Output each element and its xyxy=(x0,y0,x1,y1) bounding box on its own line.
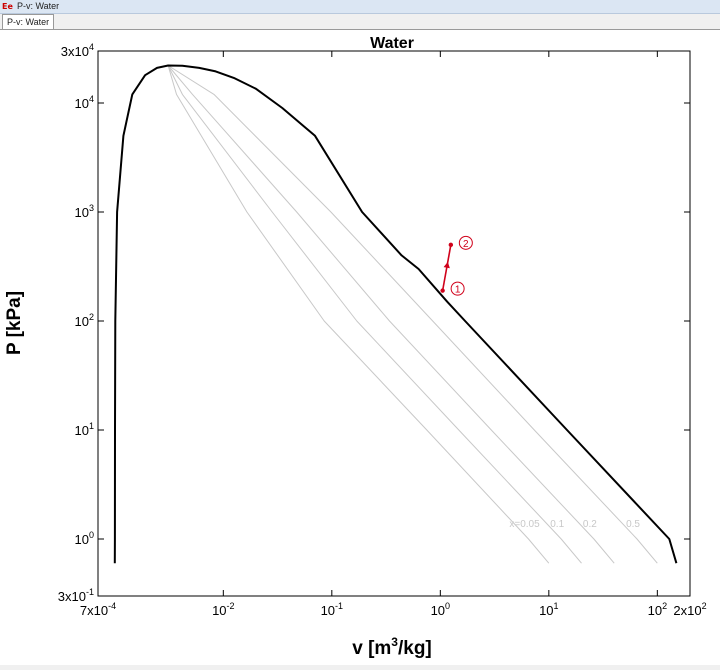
x-axis-label: v [m3/kg] xyxy=(352,635,432,659)
y-tick-label: 103 xyxy=(75,203,94,220)
y-tick-label: 3x10-1 xyxy=(58,587,94,604)
quality-label: 0.2 xyxy=(583,519,597,530)
y-tick-label: 102 xyxy=(75,312,94,329)
saturation-dome-line xyxy=(113,64,678,564)
plot-window: Water x=0.05 0.1 0.2 0.5 7x10-4 10-2 10-1 100 1… xyxy=(0,29,720,665)
x-tick-label: 100 xyxy=(431,601,450,618)
ees-app-icon: Ee xyxy=(2,2,13,11)
process-arrow xyxy=(443,261,450,269)
x-tick-label: 2x102 xyxy=(673,601,706,618)
state-label-circle xyxy=(458,235,473,250)
window-title: P-v: Water xyxy=(17,1,60,11)
quality-label: 0.1 xyxy=(550,519,564,530)
pv-chart: Water x=0.05 0.1 0.2 0.5 7x10-4 10-2 10-1 100 1… xyxy=(4,35,707,659)
plot-lines: x=0.05 0.1 0.2 0.5 xyxy=(113,64,678,564)
x-tick-label: 10-1 xyxy=(321,601,343,618)
state-point-2 xyxy=(448,242,454,248)
plot-frame xyxy=(97,50,691,597)
y-axis-label: P [kPa] xyxy=(4,291,25,355)
chart-title: Water xyxy=(370,35,414,52)
state-points: 12 xyxy=(440,235,473,296)
y-tick-label: 104 xyxy=(75,94,94,111)
tab-pv-water[interactable]: P-v: Water xyxy=(2,14,55,29)
y-tick-label: 100 xyxy=(75,530,94,547)
y-tick-label: 101 xyxy=(75,421,94,438)
x-tick-label: 10-2 xyxy=(212,601,234,618)
quality-line-0-05 xyxy=(167,65,550,564)
x-tick-label: 7x10-4 xyxy=(80,601,116,618)
quality-line-0-5 xyxy=(167,65,658,564)
state-label: 1 xyxy=(455,285,461,296)
tab-bar: P-v: Water xyxy=(0,14,720,29)
state-label-circle xyxy=(450,281,465,296)
quality-line-0-1 xyxy=(167,65,582,564)
quality-label: 0.5 xyxy=(626,519,640,530)
window-titlebar: Ee P-v: Water xyxy=(0,0,720,14)
quality-line-0-2 xyxy=(167,65,615,564)
state-point-1 xyxy=(440,288,445,293)
axis-ticks: 7x10-4 10-2 10-1 100 101 102 2x102 3x10-1 100 101… xyxy=(58,42,707,618)
x-tick-label: 102 xyxy=(648,601,667,618)
x-tick-label: 101 xyxy=(539,601,558,618)
state-label: 2 xyxy=(463,239,469,250)
quality-label: x=0.05 xyxy=(509,519,540,530)
y-tick-label: 3x104 xyxy=(61,42,94,59)
